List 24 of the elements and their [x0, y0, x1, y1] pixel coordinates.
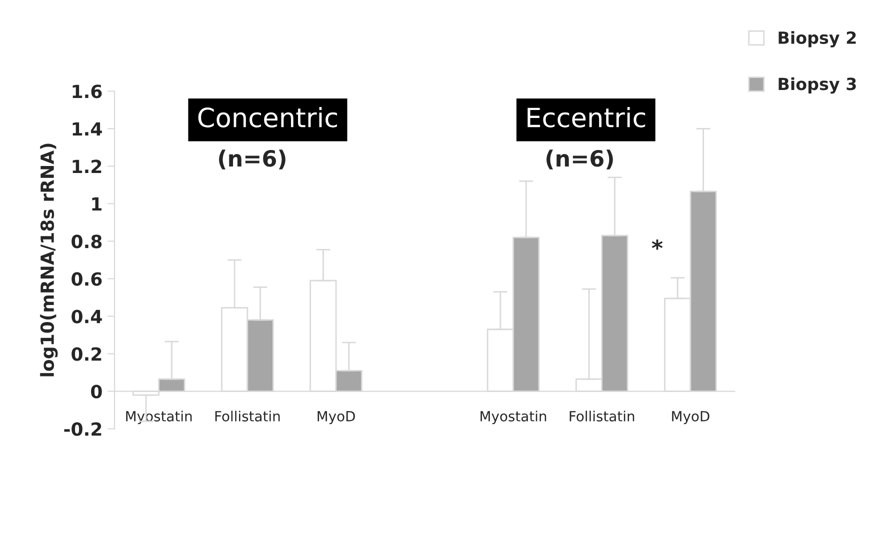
annotation: *	[652, 239, 663, 250]
y-tick-label: 0	[91, 384, 102, 398]
x-tick-label: Myostatin	[126, 410, 192, 424]
x-tick-label: Follistatin	[215, 410, 280, 422]
y-tick-label: 1.4	[72, 122, 102, 136]
x-tick-label: MyoD	[318, 411, 355, 424]
y-tick-label: 0.2	[72, 347, 102, 361]
annotation: (n=6)	[546, 150, 613, 170]
y-tick-label: -0.2	[64, 422, 102, 436]
x-tick-label: MyoD	[672, 411, 710, 424]
y-tick-label: 1.6	[72, 84, 102, 98]
annotation: Eccentric	[528, 107, 646, 128]
y-axis-title: log10(mRNA/18s rRNA)	[40, 144, 58, 376]
y-tick-label: 0.4	[72, 310, 102, 324]
x-tick-label: Myostatin	[480, 410, 546, 424]
x-tick-label: Follistatin	[570, 410, 634, 422]
legend-label: Biopsy 2	[778, 31, 856, 48]
y-tick-label: 1.2	[72, 160, 102, 174]
y-tick-label: 1	[92, 197, 102, 211]
annotation: Concentric	[198, 107, 337, 128]
y-tick-label: 0.6	[72, 272, 102, 286]
legend-label: Biopsy 3	[778, 77, 856, 94]
annotation: (n=6)	[219, 150, 286, 170]
y-tick-label: 0.8	[72, 234, 102, 248]
